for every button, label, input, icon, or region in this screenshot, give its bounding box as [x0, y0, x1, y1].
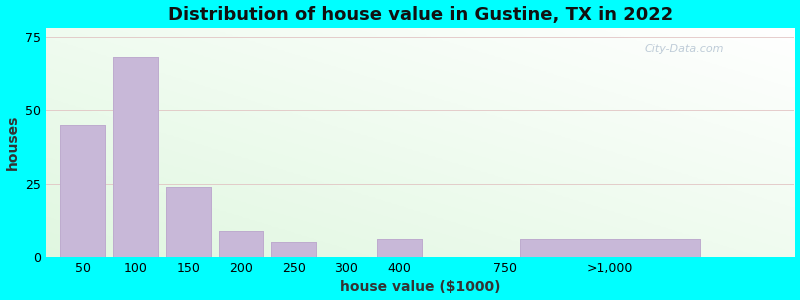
Bar: [166, 187, 210, 257]
Y-axis label: houses: houses: [6, 115, 19, 170]
Bar: [271, 242, 316, 257]
Bar: [377, 239, 422, 257]
X-axis label: house value ($1000): house value ($1000): [340, 280, 501, 294]
Bar: [61, 125, 106, 257]
Bar: [61, 125, 106, 257]
Bar: [218, 231, 263, 257]
Bar: [113, 57, 158, 257]
Bar: [271, 242, 316, 257]
Bar: [520, 239, 699, 257]
Bar: [166, 187, 210, 257]
Bar: [113, 57, 158, 257]
Bar: [520, 239, 699, 257]
Bar: [218, 231, 263, 257]
Bar: [377, 239, 422, 257]
Title: Distribution of house value in Gustine, TX in 2022: Distribution of house value in Gustine, …: [167, 6, 673, 24]
Text: City-Data.com: City-Data.com: [645, 44, 724, 54]
